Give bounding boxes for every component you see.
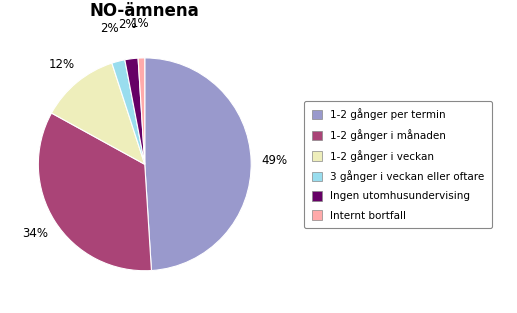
Text: 49%: 49% xyxy=(262,154,287,167)
Title: Hur ofta lärarna bedriver utomhusundervisning i
NO-ämnena: Hur ofta lärarna bedriver utomhusundervi… xyxy=(0,0,373,20)
Wedge shape xyxy=(112,60,145,164)
Wedge shape xyxy=(138,58,145,164)
Wedge shape xyxy=(38,113,151,271)
Text: 2%: 2% xyxy=(100,22,119,35)
Text: 1%: 1% xyxy=(131,18,149,30)
Text: 2%: 2% xyxy=(118,18,136,32)
Text: 12%: 12% xyxy=(49,58,75,71)
Wedge shape xyxy=(145,58,251,270)
Legend: 1-2 gånger per termin, 1-2 gånger i månaden, 1-2 gånger i veckan, 3 gånger i vec: 1-2 gånger per termin, 1-2 gånger i måna… xyxy=(305,101,492,228)
Text: 34%: 34% xyxy=(22,227,48,240)
Wedge shape xyxy=(125,58,145,164)
Wedge shape xyxy=(52,63,145,164)
